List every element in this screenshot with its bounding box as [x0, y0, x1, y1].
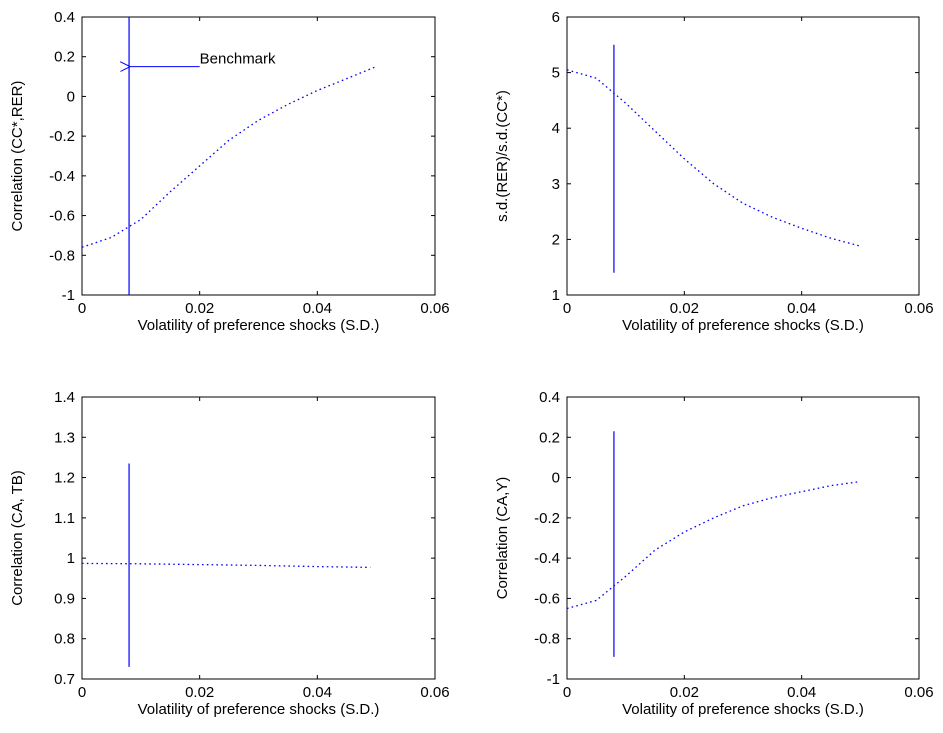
x-axis-label: Volatility of preference shocks (S.D.): [138, 317, 380, 334]
y-tick-label: 1.2: [54, 470, 75, 487]
y-tick-label: 1.3: [54, 429, 75, 446]
x-tick-label: 0.04: [303, 300, 332, 317]
axes-box: [566, 16, 920, 296]
y-tick-label: -0.2: [49, 128, 75, 145]
x-tick-label: 0.02: [670, 684, 699, 701]
y-tick-label: 5: [552, 65, 560, 82]
x-tick-label: 0: [563, 300, 571, 317]
x-axis-label: Volatility of preference shocks (S.D.): [622, 317, 864, 334]
axes-box: [566, 396, 920, 680]
y-tick-label: 1: [67, 550, 75, 567]
y-tick-label: -0.8: [49, 247, 75, 264]
y-tick-label: 1.4: [54, 389, 75, 406]
x-tick-label: 0.04: [787, 684, 816, 701]
y-tick-label: 4: [552, 120, 560, 137]
y-axis-label: Correlation (CA,Y): [494, 477, 511, 600]
x-tick-label: 0.04: [303, 684, 332, 701]
chart-panel-4: 0 0.02 0.04 0.06 -1 -0.8 -0.6 -0.4 -0.2 0 0.2 0.4 Vo…: [494, 389, 934, 718]
y-tick-label: 0: [552, 470, 560, 487]
y-tick-label: 1.1: [54, 510, 75, 527]
data-series-1-line: [81, 562, 371, 569]
y-axis-label: Correlation (CC*,RER): [9, 81, 26, 232]
x-tick-label: 0: [78, 684, 86, 701]
y-tick-label: 0.4: [539, 389, 560, 406]
x-tick-label: 0.02: [185, 300, 214, 317]
y-axis-label: Correlation (CA, TB): [9, 470, 26, 606]
x-tick-label: 0: [563, 684, 571, 701]
y-tick-label: -0.4: [534, 550, 560, 567]
y-tick-label: -0.8: [534, 631, 560, 648]
chart-panel-2: 0 0.02 0.04 0.06 1 2 3 4 5 6 Volatility of prefere…: [494, 9, 934, 334]
chart-panel-3: 0 0.02 0.04 0.06 0.7 0.8 0.9 1 1.1 1.2 1.3 1.4 Volat…: [9, 389, 450, 718]
y-tick-label: 1: [552, 287, 560, 304]
y-tick-label: -0.4: [49, 168, 75, 185]
x-tick-label: 0: [78, 300, 86, 317]
y-axis-label: s.d.(RER)/s.d.(CC*): [494, 90, 511, 222]
x-tick-label: 0.02: [670, 300, 699, 317]
y-tick-label: -0.2: [534, 510, 560, 527]
y-tick-label: -0.6: [49, 208, 75, 225]
x-tick-label: 0.02: [185, 684, 214, 701]
benchmark-annotation-label: Benchmark: [200, 51, 276, 68]
x-tick-label: 0.06: [904, 300, 933, 317]
y-tick-label: 2: [552, 231, 560, 248]
y-tick-label: 0.2: [54, 49, 75, 66]
y-tick-label: 0.8: [54, 631, 75, 648]
y-tick-label: 0.7: [54, 671, 75, 688]
data-series-1-line: [566, 480, 861, 610]
y-tick-label: -1: [547, 671, 560, 688]
y-tick-label: 0.4: [54, 9, 75, 26]
y-tick-label: 0.2: [539, 429, 560, 446]
y-tick-label: 0: [67, 88, 75, 105]
axes-box: [81, 16, 436, 296]
axes-box: [81, 396, 436, 680]
x-tick-label: 0.06: [420, 300, 449, 317]
y-tick-label: -0.6: [534, 590, 560, 607]
y-tick-label: 3: [552, 176, 560, 193]
x-axis-label: Volatility of preference shocks (S.D.): [138, 701, 380, 718]
x-axis-label: Volatility of preference shocks (S.D.): [622, 701, 864, 718]
data-series-1-line: [566, 69, 861, 247]
x-tick-label: 0.06: [420, 684, 449, 701]
y-tick-label: 0.9: [54, 590, 75, 607]
data-series-1-line: [81, 65, 377, 248]
y-tick-label: -1: [62, 287, 75, 304]
y-tick-label: 6: [552, 9, 560, 26]
x-tick-label: 0.04: [787, 300, 816, 317]
chart-panel-1: 0 0.02 0.04 0.06 -1 -0.8 -0.6 -0.4 -0.2 0 0.2 0.4 Vo…: [9, 9, 450, 334]
x-tick-label: 0.06: [904, 684, 933, 701]
